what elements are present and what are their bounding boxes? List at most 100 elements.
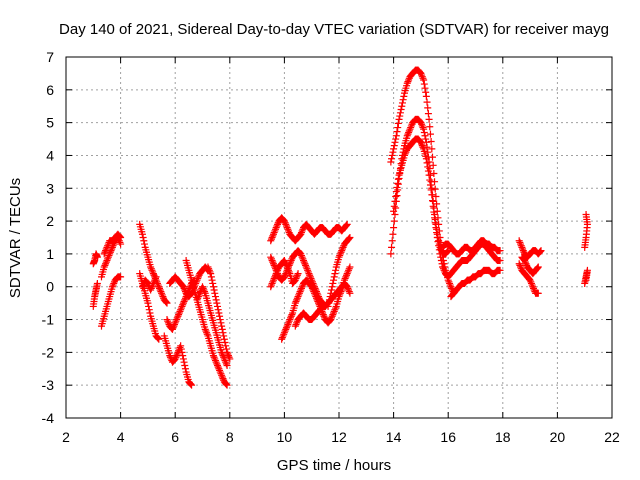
data-point-sample <box>297 229 305 237</box>
data-point-sample <box>282 325 290 333</box>
data-point-sample <box>151 276 159 284</box>
x-tick-label: 2 <box>62 429 70 445</box>
data-point <box>218 322 226 330</box>
data-point-sample <box>418 120 426 128</box>
data-point-sample <box>345 288 353 296</box>
data-point-sample <box>153 334 161 342</box>
data-point-sample <box>208 276 216 284</box>
data-point-sample <box>424 163 432 171</box>
data-point <box>534 289 542 297</box>
data-point-sample <box>419 124 427 132</box>
data-point-sample <box>200 286 208 294</box>
data-point <box>117 240 125 248</box>
data-point-sample <box>293 319 301 327</box>
data-point-sample <box>282 260 290 268</box>
data-point <box>428 191 436 199</box>
data-point-sample <box>393 192 401 200</box>
series-arc-31 <box>581 266 591 287</box>
data-point-sample <box>149 268 157 276</box>
data-point-sample <box>203 329 211 337</box>
data-point <box>406 125 414 133</box>
data-point-sample <box>320 312 328 320</box>
data-point-sample <box>279 332 287 340</box>
data-point-sample <box>424 167 432 175</box>
data-point-sample <box>309 286 317 294</box>
data-point-sample <box>147 265 155 273</box>
data-point-sample <box>421 132 429 140</box>
data-point-sample <box>268 234 276 241</box>
data-point-sample <box>284 266 292 274</box>
data-point <box>335 253 343 261</box>
data-point <box>100 263 108 271</box>
data-point-sample <box>342 273 350 281</box>
data-point <box>401 151 409 159</box>
data-point-sample <box>426 130 434 138</box>
data-point-sample <box>199 284 207 292</box>
data-point-sample <box>187 380 195 388</box>
data-point-sample <box>312 294 320 302</box>
series-arc-28 <box>515 260 542 297</box>
data-point-sample <box>173 352 181 360</box>
data-point <box>417 138 425 146</box>
data-point-sample <box>339 243 347 251</box>
data-point-sample <box>332 304 340 312</box>
data-point-sample <box>269 278 277 286</box>
data-point-sample <box>186 380 194 388</box>
x-tick-label: 20 <box>550 429 566 445</box>
data-point <box>436 250 444 258</box>
y-tick-label: -3 <box>42 377 55 393</box>
series-arc-20 <box>324 234 354 310</box>
data-point <box>422 92 430 100</box>
data-point-sample <box>301 260 309 268</box>
data-point-sample <box>288 311 296 319</box>
data-point-sample <box>221 357 229 365</box>
data-point <box>283 263 291 271</box>
y-axis-label: SDTVAR / TECUs <box>7 178 24 298</box>
data-point <box>147 286 155 294</box>
data-point-sample <box>343 221 351 229</box>
data-point-sample <box>220 332 228 340</box>
series-arc-18 <box>278 263 354 343</box>
data-point-sample <box>306 271 314 279</box>
data-point <box>100 250 108 258</box>
data-point-sample <box>422 135 430 143</box>
data-point <box>269 260 277 268</box>
data-point-sample <box>536 247 544 255</box>
data-point <box>283 322 291 330</box>
data-point <box>272 270 280 278</box>
x-tick-label: 6 <box>171 429 179 445</box>
data-point-sample <box>192 278 200 286</box>
data-point-sample <box>158 291 166 299</box>
data-point <box>267 237 275 245</box>
data-point <box>439 263 447 271</box>
series-arc-12 <box>182 256 231 389</box>
data-point <box>387 158 395 166</box>
data-point-sample <box>109 281 117 289</box>
data-point <box>294 270 302 278</box>
data-point-sample <box>105 252 113 260</box>
data-point-sample <box>281 327 289 335</box>
data-point-sample <box>284 227 292 235</box>
data-point-sample <box>102 258 110 266</box>
data-point-sample <box>405 76 413 84</box>
data-point-sample <box>528 281 536 289</box>
data-point <box>144 299 152 307</box>
data-point-sample <box>159 293 167 301</box>
data-point-sample <box>516 238 524 246</box>
data-point-sample <box>534 264 542 272</box>
data-point-sample <box>396 109 404 117</box>
data-point-sample <box>434 238 442 246</box>
data-point-sample <box>218 373 226 381</box>
series-arc-01 <box>89 279 101 310</box>
series-arc-23 <box>390 135 447 271</box>
data-point-sample <box>342 222 350 230</box>
x-axis-label: GPS time / hours <box>277 457 391 474</box>
data-point <box>166 352 174 360</box>
data-point-sample <box>164 317 172 325</box>
data-point-sample <box>146 309 154 317</box>
series-arc-05 <box>100 230 125 258</box>
data-point-sample <box>139 234 147 241</box>
data-point <box>338 247 346 255</box>
data-point <box>526 276 534 284</box>
data-point-sample <box>427 186 435 194</box>
